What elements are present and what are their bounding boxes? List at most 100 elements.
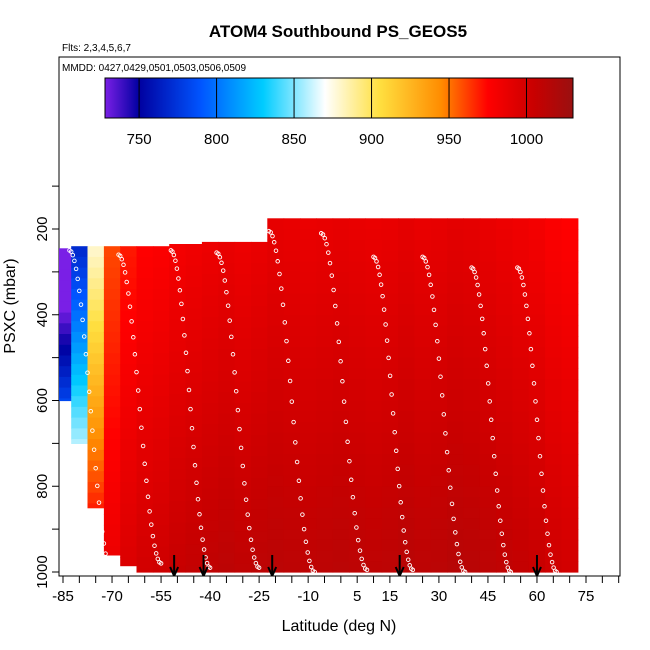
- flight-track-point: [129, 319, 134, 324]
- curtain-cell: [103, 267, 121, 279]
- curtain-cell: [283, 411, 301, 423]
- curtain-cell: [71, 439, 89, 444]
- curtain-cell: [496, 218, 513, 230]
- curtain-cell: [251, 499, 268, 511]
- curtain-cell: [234, 402, 252, 414]
- curtain-cell: [512, 550, 530, 562]
- x-tick-label: 60: [529, 588, 546, 605]
- curtain-cell: [414, 507, 432, 519]
- curtain-cell: [234, 263, 252, 275]
- curtain-cell: [365, 561, 383, 573]
- flight-track-point: [449, 501, 455, 507]
- curtain-cell: [479, 497, 497, 509]
- curtain-cell: [267, 346, 285, 359]
- curtain-cell: [185, 565, 203, 573]
- curtain-cell: [479, 507, 497, 519]
- curtain-cell: [71, 267, 89, 279]
- curtain-cell: [512, 336, 530, 348]
- curtain-cell: [234, 509, 252, 522]
- curtain-cell: [447, 486, 464, 498]
- curtain-cell: [381, 304, 399, 316]
- flight-track-point: [446, 468, 451, 473]
- curtain-cell: [430, 507, 448, 519]
- curtain-cell: [120, 342, 138, 354]
- curtain-cell: [201, 316, 219, 329]
- curtain-cell: [430, 346, 448, 359]
- curtain-cell: [251, 327, 268, 339]
- curtain-cell: [561, 518, 579, 530]
- curtain-cell: [218, 467, 236, 479]
- curtain-cell: [251, 274, 268, 286]
- curtain-cell: [414, 293, 432, 305]
- flight-track-point: [374, 259, 379, 264]
- curtain-cell: [152, 460, 170, 472]
- curtain-cell: [463, 411, 481, 423]
- flight-track-point: [139, 425, 144, 430]
- flight-track-point: [81, 334, 87, 339]
- curtain-cell: [169, 404, 187, 417]
- flight-track-point: [277, 271, 282, 277]
- curtain-cell: [71, 396, 89, 408]
- curtain-cell: [300, 550, 317, 562]
- curtain-cell: [169, 265, 187, 277]
- curtain-cell: [103, 482, 121, 494]
- curtain-cell: [185, 276, 203, 288]
- curtain-cell: [332, 539, 350, 552]
- curtain-cell: [479, 411, 497, 423]
- curtain-cell: [430, 314, 448, 327]
- curtain-cell: [71, 342, 89, 354]
- curtain-cell: [283, 357, 301, 369]
- flight-track-point: [152, 543, 157, 548]
- curtain-cell: [169, 361, 187, 374]
- curtain-cell: [283, 379, 301, 391]
- curtain-cell: [267, 550, 285, 562]
- curtain-cell: [479, 464, 497, 477]
- x-tick-label: 45: [480, 588, 497, 605]
- curtain-cell: [300, 293, 317, 305]
- flight-track-point: [73, 266, 79, 272]
- curtain-cell: [71, 331, 89, 344]
- curtain-cell: [169, 522, 187, 534]
- flight-track-point: [525, 316, 531, 322]
- curtain-cell: [218, 327, 236, 339]
- curtain-cell: [512, 464, 530, 477]
- curtain-cell: [365, 271, 383, 284]
- curtain-cell: [152, 524, 170, 537]
- curtain-cell: [414, 432, 432, 444]
- curtain-cell: [136, 492, 154, 504]
- curtain-cell: [120, 482, 138, 494]
- curtain-cell: [332, 432, 350, 444]
- flight-track-point: [336, 339, 342, 345]
- flight-track-point: [393, 448, 399, 454]
- y-tick-label: 200: [34, 216, 51, 241]
- curtain-cell: [332, 250, 350, 262]
- flight-track-point: [96, 500, 102, 505]
- curtain-cell: [349, 550, 366, 562]
- curtain-cell: [349, 218, 366, 230]
- flight-track-point: [220, 268, 226, 273]
- flight-track-point: [456, 551, 461, 557]
- curtain-cell: [316, 357, 334, 369]
- curtain-cell: [414, 357, 432, 369]
- curtain-cell: [398, 421, 415, 434]
- curtain-cell: [479, 314, 497, 327]
- curtain-cell: [152, 567, 170, 573]
- curtain-cell: [103, 364, 121, 376]
- x-tick-label: -55: [150, 588, 172, 605]
- flight-track-point: [229, 334, 234, 340]
- curtain-cell: [398, 539, 415, 552]
- y-tick-label: 1000: [34, 555, 51, 588]
- curtain-cell: [120, 535, 138, 547]
- curtain-cell: [218, 531, 236, 543]
- curtain-cell: [561, 389, 579, 402]
- curtain-cell: [349, 507, 366, 519]
- curtain-cell: [234, 499, 252, 511]
- curtain-cell: [545, 293, 562, 305]
- flight-track-point: [294, 459, 300, 465]
- curtain-cell: [332, 261, 350, 273]
- x-tick-label: 75: [578, 588, 595, 605]
- curtain-cell: [463, 218, 481, 230]
- curtain-cell: [300, 421, 317, 434]
- curtain-cell: [365, 229, 383, 241]
- curtain-cell: [185, 340, 203, 352]
